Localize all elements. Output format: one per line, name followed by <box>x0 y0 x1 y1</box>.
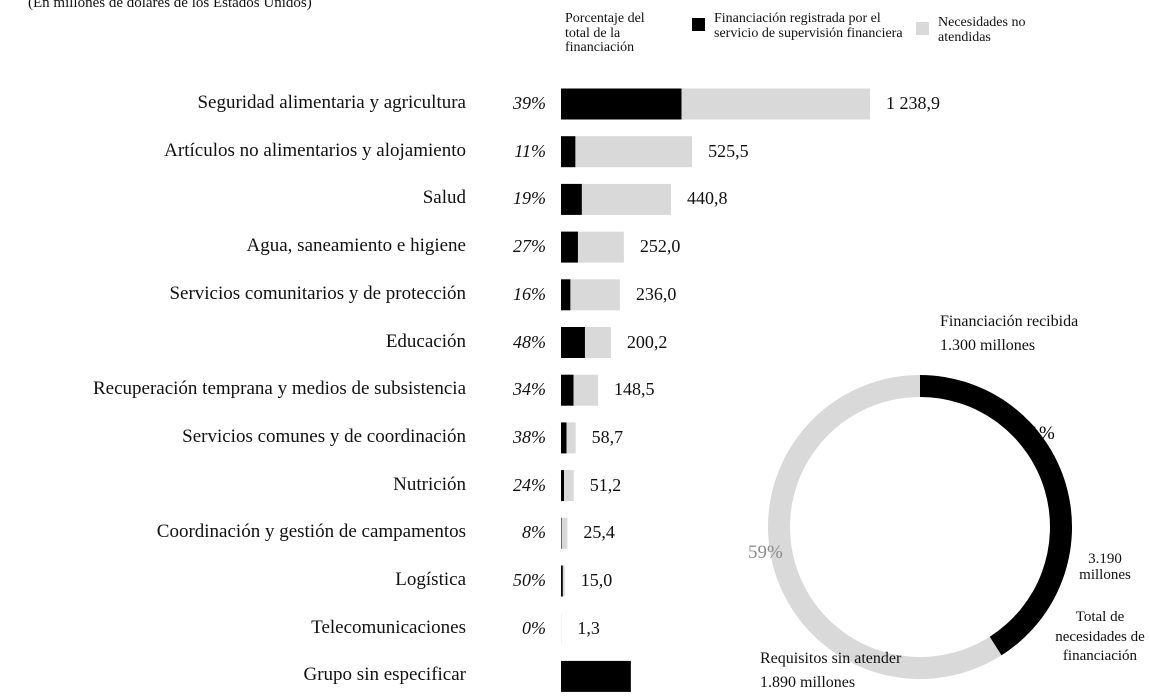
bar-segment <box>561 88 682 120</box>
category-label: Nutrición <box>393 473 466 495</box>
total-label: 15,0 <box>580 570 613 590</box>
percent-label: 0% <box>522 617 546 638</box>
bar-segment <box>562 565 565 597</box>
category-label: Recuperación temprana y medios de subsis… <box>92 378 466 400</box>
segment-amount: 1.890 millones <box>760 674 856 691</box>
category-label: Coordinación y gestión de campamentos <box>156 521 466 543</box>
bar-segment <box>566 422 576 454</box>
bar-segment <box>561 327 585 358</box>
total-label: 252,0 <box>639 236 681 257</box>
legend-swatch <box>692 18 705 31</box>
donut-segment <box>920 375 1073 656</box>
total-label: 1,3 <box>577 617 600 638</box>
bar-segment <box>561 517 568 549</box>
total-label: 440,8 <box>686 188 728 209</box>
bar-segment <box>573 374 599 406</box>
category-label: Seguridad alimentaria y agricultura <box>197 92 466 113</box>
category-label: Salud <box>422 187 466 209</box>
percent-label: 34% <box>513 379 546 400</box>
percent-label: 24% <box>513 474 546 495</box>
category-label: Telecomunicaciones <box>311 616 466 638</box>
bar-segment <box>561 470 565 502</box>
bar-segment <box>561 136 576 168</box>
percent-label: 38% <box>513 426 546 447</box>
bar-segment <box>561 660 631 692</box>
percent-label: 16% <box>513 283 546 304</box>
category-label: Logística <box>395 569 466 590</box>
bar-segment <box>577 231 624 263</box>
legend-label: Financiación registrada por el servicio … <box>714 11 903 41</box>
percent-label: 11% <box>514 140 546 161</box>
total-caption: Total de necesidades de financiación <box>1055 609 1145 664</box>
segment-name: Requisitos sin atender <box>760 650 902 667</box>
bar-segment <box>561 231 578 263</box>
bar-segment <box>561 183 582 215</box>
category-label: Artículos no alimentarios y alojamiento <box>164 139 466 161</box>
bar-segment <box>570 279 620 311</box>
segment-name: Financiación recibida <box>940 313 1079 330</box>
bar-segment <box>561 374 574 406</box>
bar-segment <box>561 279 571 311</box>
segment-label: 59% <box>748 542 783 563</box>
total-amount: 3.190 millones <box>1079 551 1131 583</box>
segment-label: 41% <box>1020 423 1055 444</box>
legend-label: Necesidades no atendidas <box>938 15 1026 45</box>
category-label: Servicios comunes y de coordinación <box>182 425 466 447</box>
total-label: 1 238,9 <box>886 93 940 113</box>
total-label: 148,5 <box>614 379 655 400</box>
total-label: 200,2 <box>626 331 668 352</box>
category-label: Educación <box>385 330 466 352</box>
bar-segment <box>561 565 563 597</box>
percent-label: 19% <box>513 188 546 209</box>
total-label: 236,0 <box>635 283 677 304</box>
total-label: 51,2 <box>589 474 622 495</box>
bar-segment <box>584 327 611 358</box>
bar-segment <box>561 422 567 454</box>
percent-header: Porcentaje del total de la financiación <box>565 11 645 56</box>
bar-segment <box>575 136 693 168</box>
total-label: 58,7 <box>591 426 624 447</box>
donut-segment <box>768 375 1002 679</box>
bar-segment <box>581 183 671 215</box>
category-label: Grupo sin especificar <box>303 664 467 686</box>
bar-segment <box>564 470 574 502</box>
segment-amount: 1.300 millones <box>940 337 1036 354</box>
percent-label: 48% <box>513 331 546 352</box>
percent-label: 8% <box>522 522 546 543</box>
percent-label: 27% <box>513 236 546 257</box>
legend-swatch <box>916 22 929 35</box>
percent-label: 50% <box>513 570 546 590</box>
category-label: Agua, saneamiento e higiene <box>246 235 466 257</box>
category-label: Servicios comunitarios y de protección <box>169 282 466 304</box>
total-label: 525,5 <box>708 140 749 161</box>
subtitle: (En millones de dólares de los Estados U… <box>28 0 312 11</box>
percent-label: 39% <box>513 93 546 113</box>
total-label: 25,4 <box>583 522 615 543</box>
bar-segment <box>681 88 870 120</box>
